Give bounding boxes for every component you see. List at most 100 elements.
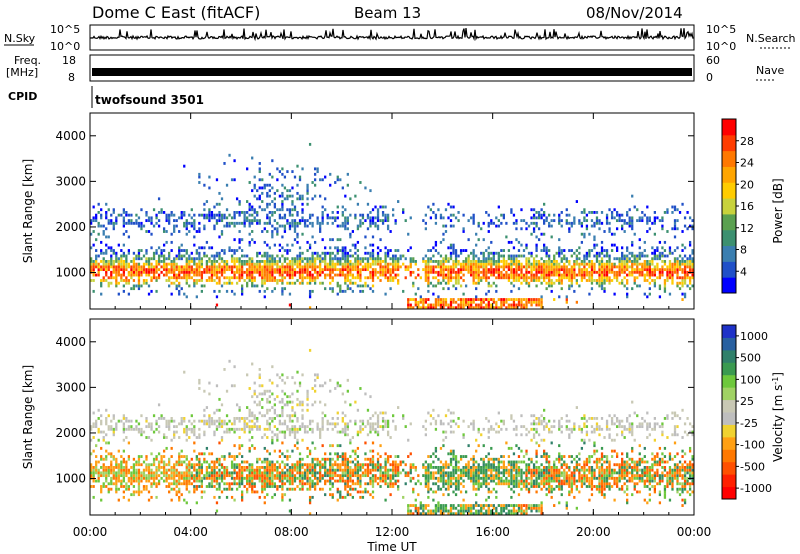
range-cell	[409, 270, 412, 274]
range-cell	[512, 268, 516, 272]
range-cell	[248, 276, 251, 280]
range-cell	[568, 287, 571, 291]
range-cell	[339, 284, 342, 288]
range-cell	[394, 254, 397, 258]
range-cell	[225, 262, 229, 266]
range-cell	[271, 270, 274, 274]
range-cell	[283, 463, 287, 467]
range-cell	[248, 270, 251, 274]
range-cell	[120, 419, 123, 423]
range-cell	[278, 279, 282, 282]
range-cell	[188, 463, 191, 467]
range-cell	[409, 298, 412, 301]
range-cell	[210, 216, 214, 220]
range-cell	[142, 485, 146, 488]
range-cell	[671, 268, 674, 272]
range-cell	[490, 221, 493, 225]
range-cell	[618, 216, 621, 220]
range-cell	[253, 276, 256, 280]
range-cell	[276, 471, 279, 475]
range-cell	[364, 235, 367, 239]
range-cell	[344, 452, 347, 456]
range-cell	[278, 376, 282, 380]
nsky-tick-right-bottom: 10^0	[706, 40, 736, 53]
range-cell	[150, 463, 153, 467]
range-cell	[563, 265, 566, 269]
range-cell	[344, 495, 347, 499]
range-cell	[344, 430, 347, 434]
range-cell	[120, 463, 123, 467]
range-cell	[157, 276, 161, 280]
range-cell	[351, 273, 354, 277]
range-cell	[530, 300, 533, 304]
range-cell	[286, 403, 289, 407]
range-cell	[137, 276, 141, 280]
range-cell	[276, 474, 279, 478]
range-cell	[502, 249, 505, 252]
range-cell	[623, 262, 626, 266]
range-cell	[251, 411, 254, 415]
range-cell	[268, 389, 271, 393]
range-cell	[386, 213, 390, 217]
range-cell	[251, 485, 254, 488]
range-cell	[248, 427, 251, 431]
range-cell	[646, 270, 649, 274]
range-cell	[183, 213, 186, 217]
range-cell	[291, 463, 294, 467]
range-cell	[376, 257, 380, 261]
range-cell	[281, 373, 284, 377]
range-cell	[603, 276, 606, 280]
range-cell	[472, 281, 475, 285]
range-cell	[595, 251, 599, 255]
range-cell	[241, 284, 244, 288]
range-cell	[198, 463, 201, 467]
range-cell	[366, 276, 370, 280]
range-cell	[477, 276, 480, 280]
range-cell	[200, 479, 203, 483]
range-cell	[532, 262, 536, 266]
range-cell	[157, 452, 161, 456]
range-cell	[100, 490, 103, 494]
range-cell	[246, 254, 249, 258]
range-cell	[515, 221, 518, 225]
range-cell	[442, 216, 445, 220]
range-cell	[283, 422, 287, 426]
range-cell	[444, 208, 448, 212]
range-cell	[444, 254, 448, 258]
colorbar-swatch	[722, 277, 736, 294]
range-cell	[225, 430, 229, 434]
range-cell	[223, 162, 226, 165]
range-cell	[253, 471, 256, 475]
range-cell	[183, 482, 186, 486]
range-cell	[165, 257, 168, 261]
range-cell	[127, 425, 131, 429]
range-cell	[475, 260, 478, 263]
range-cell	[258, 260, 261, 263]
range-cell	[175, 463, 178, 467]
range-cell	[283, 227, 287, 231]
range-cell	[558, 270, 561, 274]
range-cell	[475, 295, 478, 299]
range-cell	[570, 268, 573, 272]
range-cell	[137, 487, 141, 491]
range-cell	[208, 276, 211, 280]
range-cell	[105, 449, 108, 453]
range-cell	[281, 493, 284, 497]
range-cell	[210, 422, 214, 426]
range-cell	[208, 392, 211, 396]
range-cell	[329, 422, 332, 426]
range-cell	[681, 249, 684, 252]
range-cell	[311, 181, 314, 184]
range-cell	[200, 452, 203, 456]
range-cell	[641, 273, 644, 277]
range-cell	[293, 433, 297, 437]
range-cell	[213, 460, 216, 464]
range-cell	[233, 427, 236, 431]
range-cell	[137, 216, 141, 220]
range-cell	[301, 479, 304, 483]
range-cell	[253, 474, 256, 478]
range-cell	[626, 246, 629, 250]
range-cell	[132, 265, 136, 269]
range-cell	[386, 268, 390, 272]
range-cell	[560, 251, 563, 255]
